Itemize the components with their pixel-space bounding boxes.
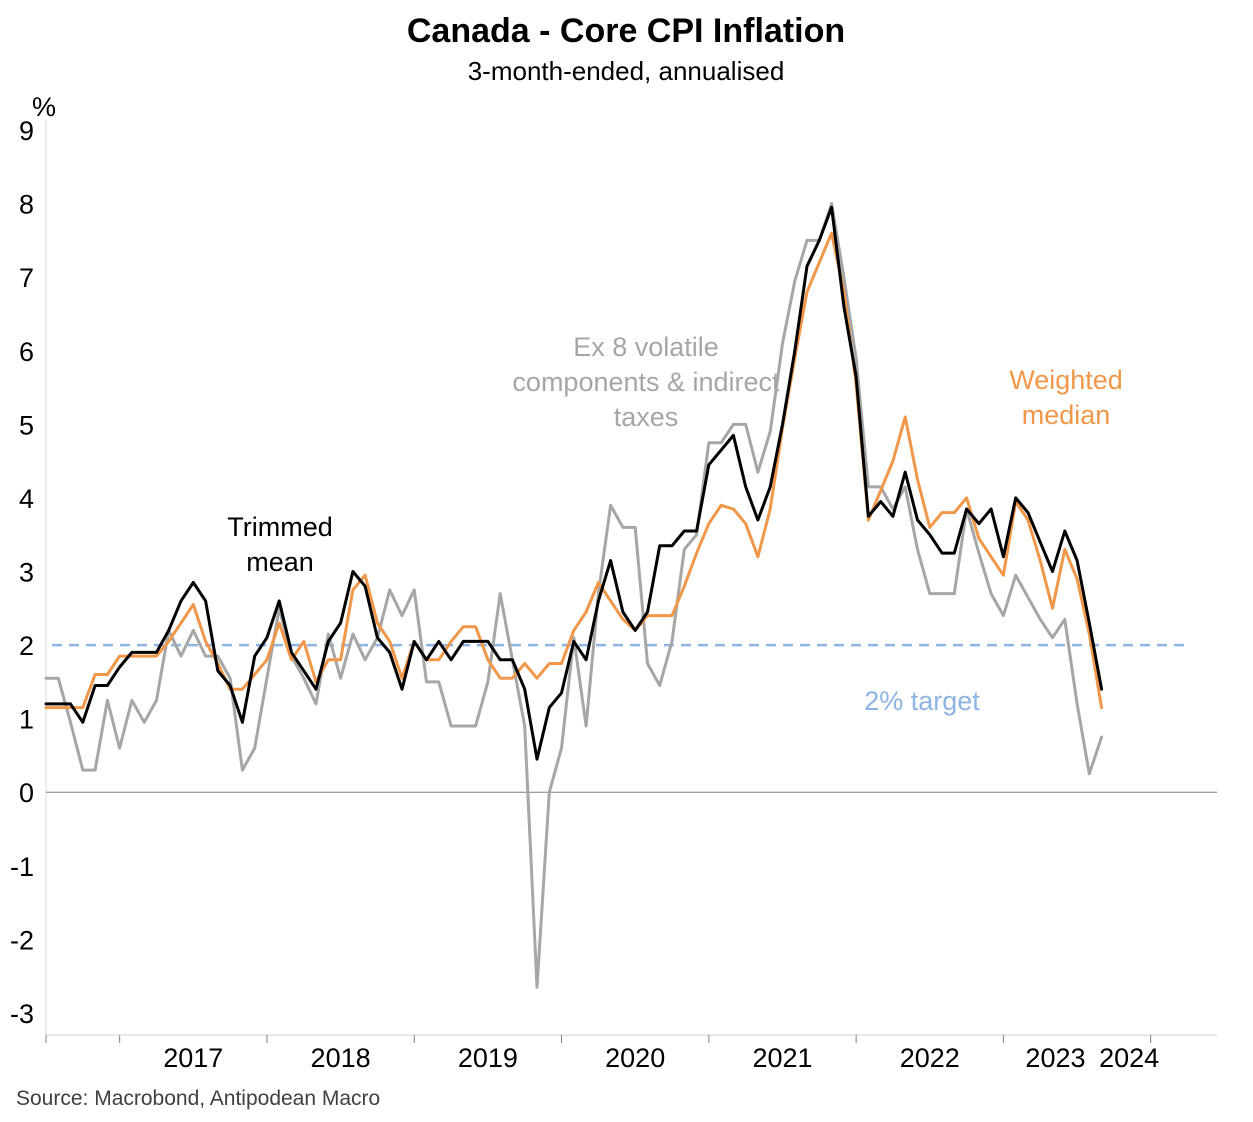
y-tick-label: -2 bbox=[10, 925, 34, 955]
series-label-ex8: components & indirect bbox=[512, 367, 780, 397]
y-tick-label: 5 bbox=[19, 410, 34, 440]
x-tick-label: 2018 bbox=[311, 1043, 371, 1073]
series-line-trimmed bbox=[44, 205, 1104, 761]
chart-subtitle: 3-month-ended, annualised bbox=[468, 56, 785, 86]
y-tick-label: 7 bbox=[19, 263, 34, 293]
y-tick-label: 8 bbox=[19, 190, 34, 220]
x-axis-ticks: 2017 2018 2019 2020 2021 2022 2023 2024 bbox=[45, 1035, 1159, 1073]
y-tick-label: 3 bbox=[19, 558, 34, 588]
y-tick-label: 0 bbox=[19, 778, 34, 808]
axes bbox=[45, 120, 1217, 1036]
series-group bbox=[44, 202, 1104, 989]
x-tick-label: 2019 bbox=[458, 1043, 518, 1073]
y-tick-label: 9 bbox=[19, 116, 34, 146]
series-line-ex8 bbox=[44, 202, 1104, 989]
x-tick-label: 2022 bbox=[900, 1043, 960, 1073]
series-label-trimmed: Trimmed bbox=[227, 512, 333, 542]
series-label-median: Weighted bbox=[1009, 365, 1123, 395]
source-note: Source: Macrobond, Antipodean Macro bbox=[16, 1087, 380, 1110]
y-axis-unit: % bbox=[32, 92, 56, 122]
y-tick-label: 6 bbox=[19, 337, 34, 367]
x-tick-label: 2024 bbox=[1099, 1043, 1159, 1073]
series-line-median bbox=[44, 231, 1104, 710]
y-axis-ticks: 9 8 7 6 5 4 3 2 1 0 -1 -2 -3 bbox=[10, 116, 34, 1029]
chart-title: Canada - Core CPI Inflation bbox=[407, 12, 845, 50]
x-tick-label: 2023 bbox=[1025, 1043, 1085, 1073]
x-tick-label: 2021 bbox=[752, 1043, 812, 1073]
series-label-ex8: Ex 8 volatile bbox=[573, 332, 719, 362]
annotations: Trimmed mean Ex 8 volatile components & ind… bbox=[227, 332, 1123, 577]
target-group: 2% target bbox=[52, 643, 1189, 716]
series-label-median: median bbox=[1022, 400, 1111, 430]
series-label-trimmed: mean bbox=[246, 547, 314, 577]
x-tick-label: 2020 bbox=[605, 1043, 665, 1073]
y-tick-label: 2 bbox=[19, 631, 34, 661]
x-tick-label: 2017 bbox=[163, 1043, 223, 1073]
y-tick-label: -1 bbox=[10, 852, 34, 882]
y-tick-label: 4 bbox=[19, 484, 34, 514]
series-label-ex8: taxes bbox=[614, 402, 679, 432]
y-tick-label: 1 bbox=[19, 705, 34, 735]
y-tick-label: -3 bbox=[10, 999, 34, 1029]
target-label: 2% target bbox=[864, 686, 980, 716]
